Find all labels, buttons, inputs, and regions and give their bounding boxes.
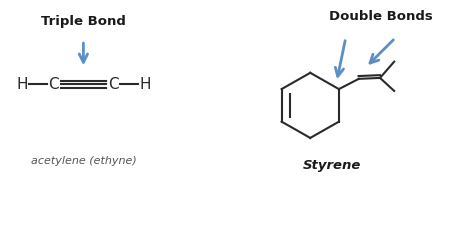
Text: Styrene: Styrene [302, 159, 361, 172]
Text: Triple Bond: Triple Bond [41, 15, 126, 28]
Text: H: H [139, 77, 151, 92]
Text: acetylene (ethyne): acetylene (ethyne) [30, 156, 137, 166]
Text: C: C [108, 77, 118, 92]
Text: H: H [16, 77, 27, 92]
Text: Double Bonds: Double Bonds [329, 11, 433, 23]
Text: C: C [48, 77, 59, 92]
